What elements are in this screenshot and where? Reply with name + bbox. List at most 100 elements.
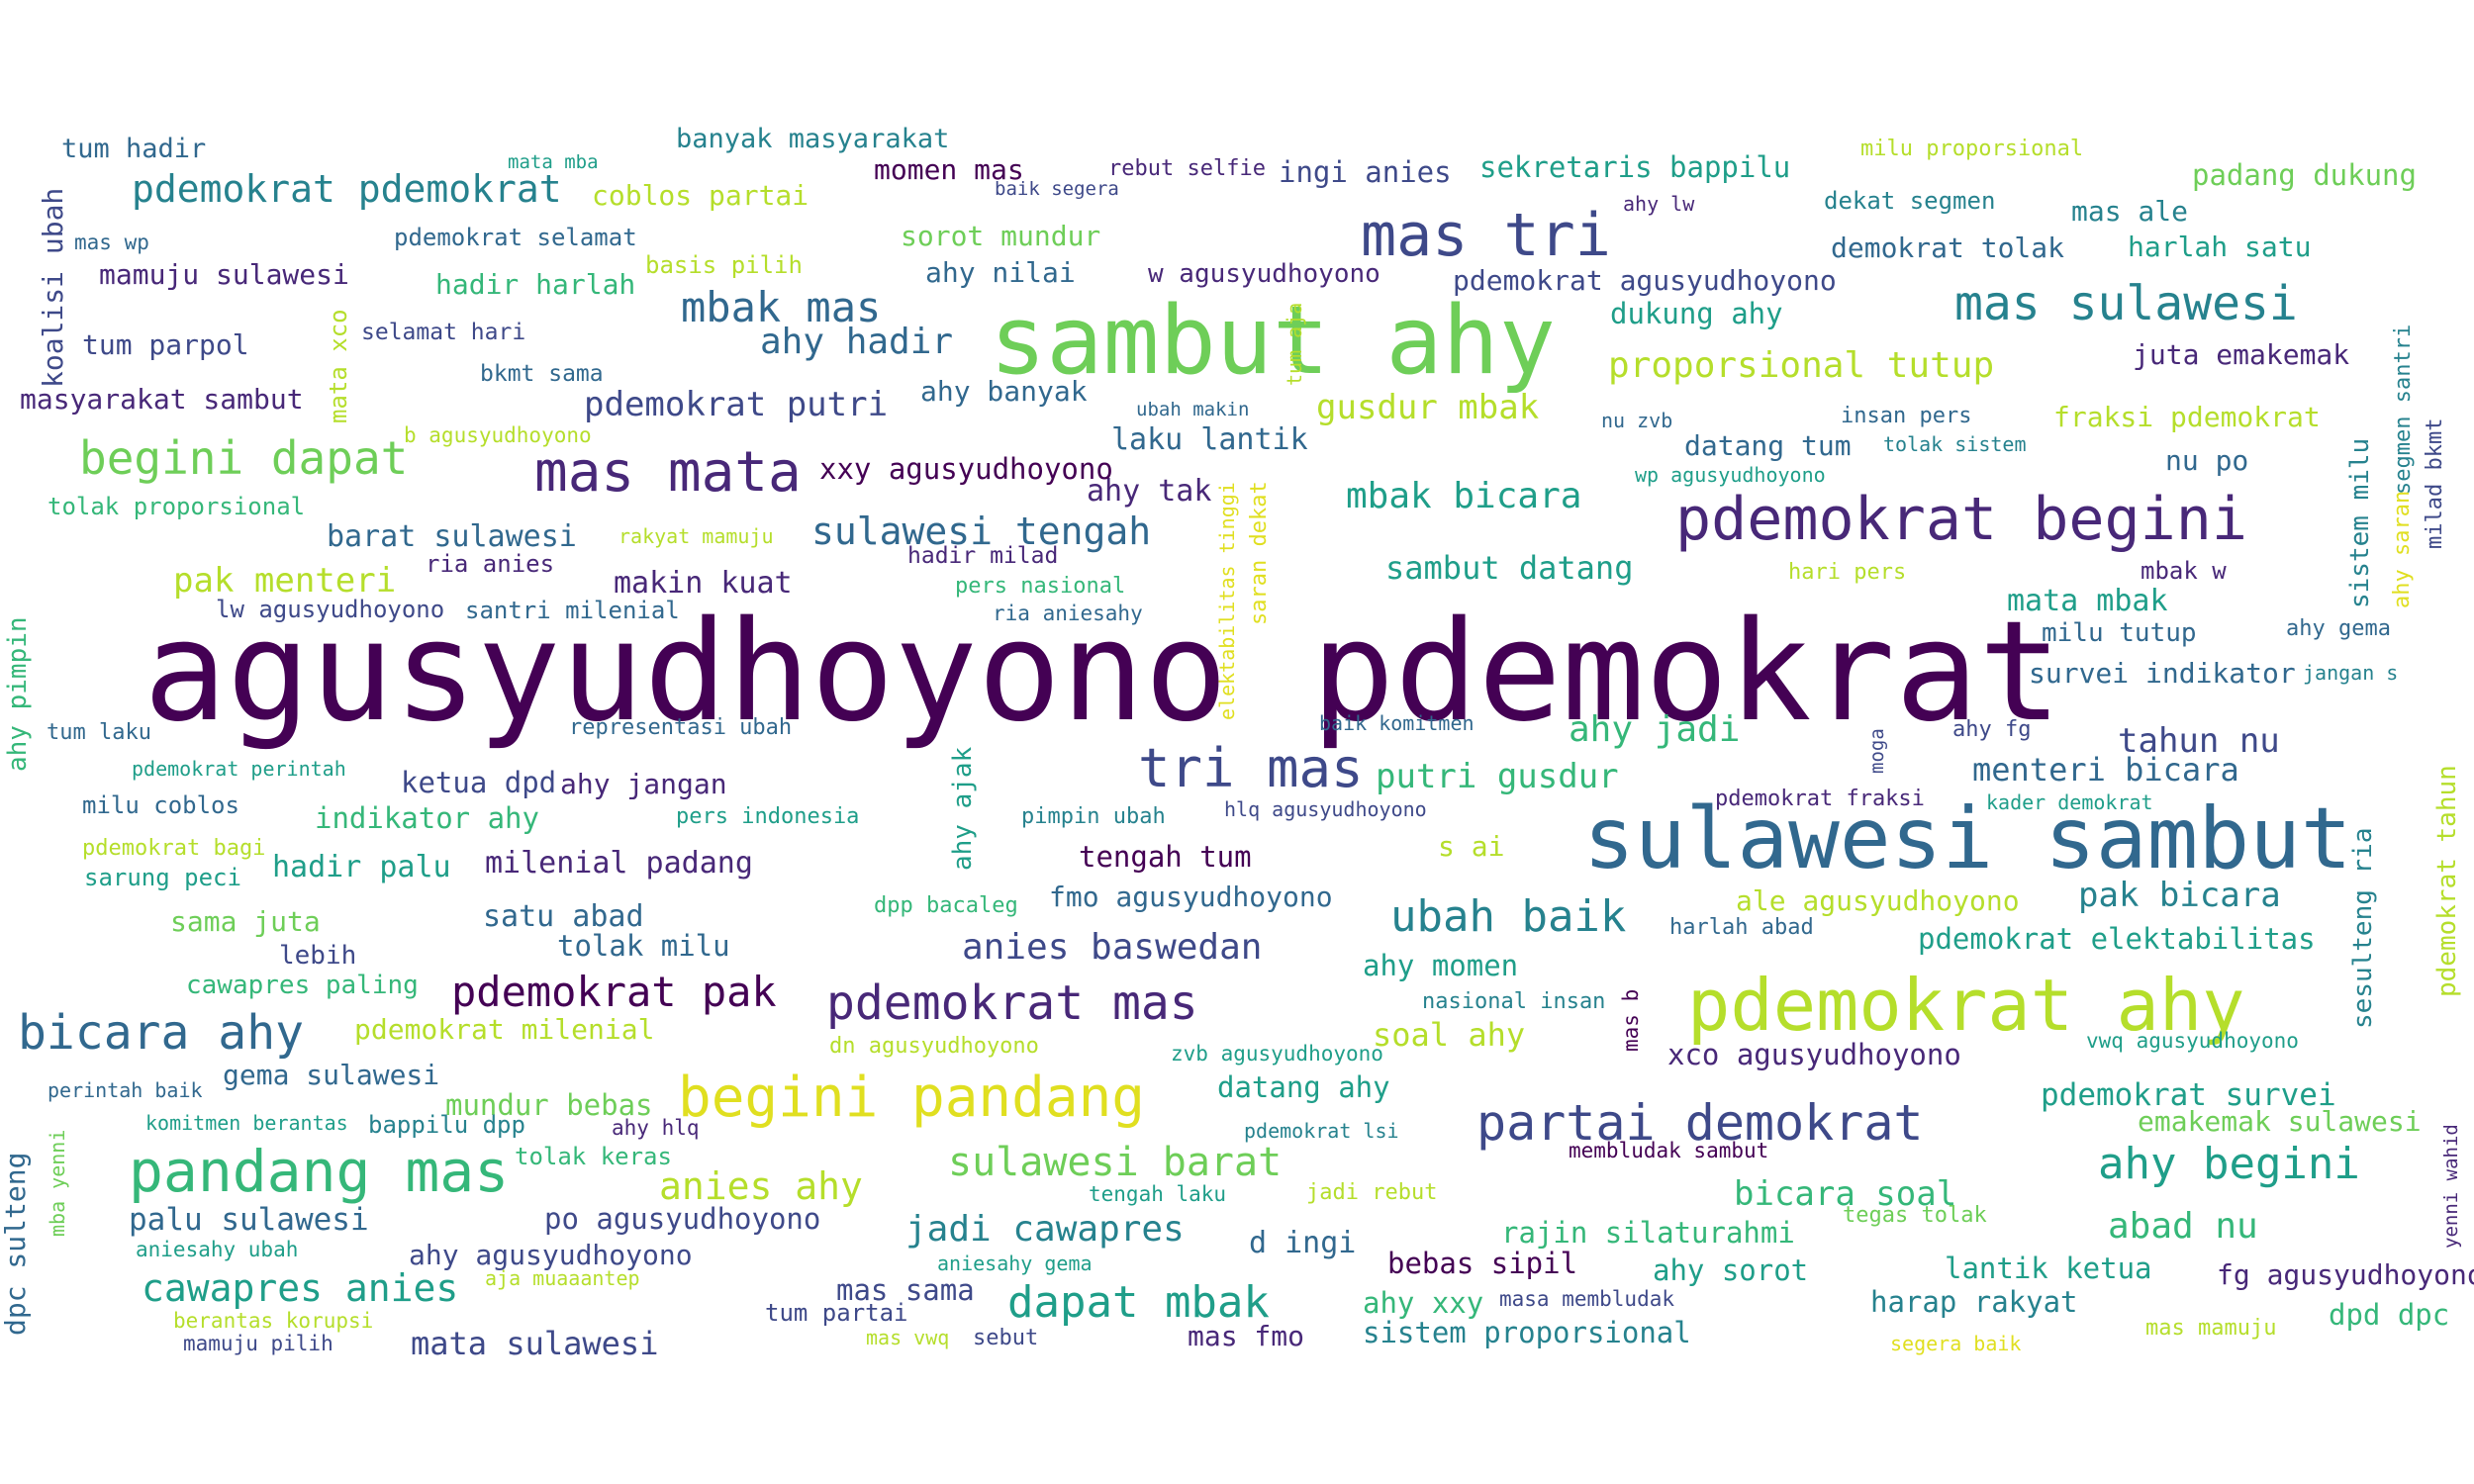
word-ahy-pimpin: ahy pimpin <box>3 616 33 772</box>
word-sarung-peci: sarung peci <box>84 864 241 891</box>
word-putri-gusdur: putri gusdur <box>1376 757 1619 796</box>
word-ahy-jadi: ahy jadi <box>1569 709 1741 750</box>
word-xxy-agusyudhoyono: xxy agusyudhoyono <box>819 452 1113 486</box>
word-ahy-begini: ahy begini <box>2098 1139 2360 1189</box>
word-ubah-makin: ubah makin <box>1136 399 1250 420</box>
word-pdemokrat-ahy: pdemokrat ahy <box>1687 964 2245 1047</box>
word-momen-mas: momen mas <box>874 153 1024 186</box>
word-abad-nu: abad nu <box>2108 1206 2258 1247</box>
word-fg-agusyudhoyono: fg agusyudhoyono <box>2217 1258 2474 1291</box>
word-pak-menteri: pak menteri <box>173 561 397 601</box>
word-pdemokrat-putri: pdemokrat putri <box>584 385 889 424</box>
word-gusdur-mbak: gusdur mbak <box>1316 388 1540 427</box>
word-pdemokrat-pdemokrat: pdemokrat pdemokrat <box>132 167 562 211</box>
word-segmen-santri: segmen santri <box>2391 324 2416 495</box>
word-mata-sulawesi: mata sulawesi <box>411 1325 659 1362</box>
word-jadi-cawapres: jadi cawapres <box>905 1209 1185 1250</box>
word-bicara-ahy: bicara ahy <box>18 1005 304 1061</box>
word-koalisi-ubah: koalisi ubah <box>37 187 69 388</box>
word-pers-indonesia: pers indonesia <box>676 804 860 829</box>
word-pdemokrat-bagi: pdemokrat bagi <box>82 836 266 861</box>
word-milenial-padang: milenial padang <box>485 846 753 881</box>
word-perintah-baik: perintah baik <box>48 1078 203 1102</box>
word-d-ingi: d ingi <box>1249 1226 1357 1260</box>
word-tolak-proporsional: tolak proporsional <box>48 493 306 520</box>
word-nu-zvb: nu zvb <box>1601 409 1673 432</box>
word-harlah-abad: harlah abad <box>1669 915 1814 940</box>
word-masa-membludak: masa membludak <box>1499 1287 1675 1311</box>
word-tum-aja: tum aja <box>1283 302 1306 386</box>
word-sulawesi-sambut: sulawesi sambut <box>1583 789 2352 888</box>
word-baik-komitmen: baik komitmen <box>1319 711 1475 735</box>
word-insan-pers: insan pers <box>1841 404 1972 428</box>
word-saran-dekat: saran dekat <box>1247 481 1272 625</box>
word-dpp-bacaleg: dpp bacaleg <box>874 893 1018 918</box>
word-partai-demokrat: partai demokrat <box>1476 1094 1924 1152</box>
word-ahy-fg: ahy fg <box>1952 717 2032 742</box>
word-indikator-ahy: indikator ahy <box>315 801 539 835</box>
word-pdemokrat-agusyudhoyono: pdemokrat agusyudhoyono <box>1453 264 1837 297</box>
word-lantik-ketua: lantik ketua <box>1945 1252 2152 1285</box>
word-tengah-laku: tengah laku <box>1089 1182 1227 1206</box>
word-emakemak-sulawesi: emakemak sulawesi <box>2138 1105 2422 1138</box>
word-fmo-agusyudhoyono: fmo agusyudhoyono <box>1049 881 1333 913</box>
word-ketua-dpd: ketua dpd <box>401 766 557 799</box>
word-soal-ahy: soal ahy <box>1373 1016 1526 1054</box>
word-milu-tutup: milu tutup <box>2042 618 2197 648</box>
word-palu-sulawesi: palu sulawesi <box>129 1202 369 1238</box>
word-pandang-mas: pandang mas <box>129 1138 510 1205</box>
word-aja-muaaantep: aja muaaantep <box>485 1266 640 1290</box>
word-pak-bicara: pak bicara <box>2078 876 2281 915</box>
word-datang-ahy: datang ahy <box>1217 1070 1390 1104</box>
word-pdemokrat-fraksi: pdemokrat fraksi <box>1715 787 1925 811</box>
word-anies-baswedan: anies baswedan <box>962 927 1263 968</box>
word-datang-tum: datang tum <box>1684 429 1852 462</box>
word-ahy-jangan: ahy jangan <box>560 768 727 800</box>
word-milu-proporsional: milu proporsional <box>1860 137 2084 161</box>
word-padang-dukung: padang dukung <box>2192 158 2417 192</box>
word-zvb-agusyudhoyono: zvb agusyudhoyono <box>1171 1042 1383 1066</box>
word-survei-indikator: survei indikator <box>2029 657 2296 690</box>
word-tengah-tum: tengah tum <box>1079 840 1252 874</box>
word-rebut-selfie: rebut selfie <box>1108 156 1266 181</box>
word-mas-ale: mas ale <box>2071 195 2189 228</box>
word-komitmen-berantas: komitmen berantas <box>145 1111 348 1135</box>
word-anies-ahy: anies ahy <box>659 1164 863 1208</box>
word-jadi-rebut: jadi rebut <box>1306 1180 1438 1205</box>
word-mas-vwq: mas vwq <box>866 1326 950 1349</box>
word-sistem-proporsional: sistem proporsional <box>1363 1316 1691 1349</box>
word-mas-mata: mas mata <box>534 440 802 505</box>
word-mas-tri: mas tri <box>1361 201 1611 270</box>
word-dn-agusyudhoyono: dn agusyudhoyono <box>829 1034 1039 1059</box>
word-ingi-anies: ingi anies <box>1279 155 1452 189</box>
word-pdemokrat-elektabilitas: pdemokrat elektabilitas <box>1918 922 2316 956</box>
word-tolak-sistem: tolak sistem <box>1883 432 2027 456</box>
word-hadir-palu: hadir palu <box>272 850 451 884</box>
word-elektabilitas-tinggi: elektabilitas tinggi <box>1215 482 1239 720</box>
word-pdemokrat-milenial: pdemokrat milenial <box>354 1013 655 1046</box>
word-milad-bkmt: milad bkmt <box>2423 417 2447 549</box>
word-ahy-agusyudhoyono: ahy agusyudhoyono <box>409 1239 693 1271</box>
word-tegas-tolak: tegas tolak <box>1843 1203 1987 1228</box>
word-kader-demokrat: kader demokrat <box>1986 790 2153 814</box>
word-mas-wp: mas wp <box>74 231 149 254</box>
word-yenni-wahid: yenni wahid <box>2440 1124 2462 1249</box>
word-ubah-baik: ubah baik <box>1390 891 1627 942</box>
word-ahy-hlq: ahy hlq <box>612 1116 700 1140</box>
word-demokrat-tolak: demokrat tolak <box>1831 232 2065 264</box>
word-ahy-lw: ahy lw <box>1623 192 1695 216</box>
word-hadir-harlah: hadir harlah <box>435 268 636 301</box>
word-pdemokrat-selamat: pdemokrat selamat <box>394 224 637 251</box>
word-membludak-sambut: membludak sambut <box>1569 1139 1769 1162</box>
word-mas-sama: mas sama <box>836 1273 975 1307</box>
word-sebut: sebut <box>973 1326 1039 1350</box>
word-ahy-momen: ahy momen <box>1363 949 1519 982</box>
word-mata-mbak: mata mbak <box>2007 584 2168 618</box>
word-ahy-xxy: ahy xxy <box>1363 1286 1484 1320</box>
word-fraksi-pdemokrat: fraksi pdemokrat <box>2053 401 2321 433</box>
word-xco-agusyudhoyono: xco agusyudhoyono <box>1667 1038 1961 1071</box>
word-sambut-datang: sambut datang <box>1385 549 1634 587</box>
word-tum-partai: tum partai <box>765 1299 908 1327</box>
word-po-agusyudhoyono: po agusyudhoyono <box>544 1202 821 1236</box>
